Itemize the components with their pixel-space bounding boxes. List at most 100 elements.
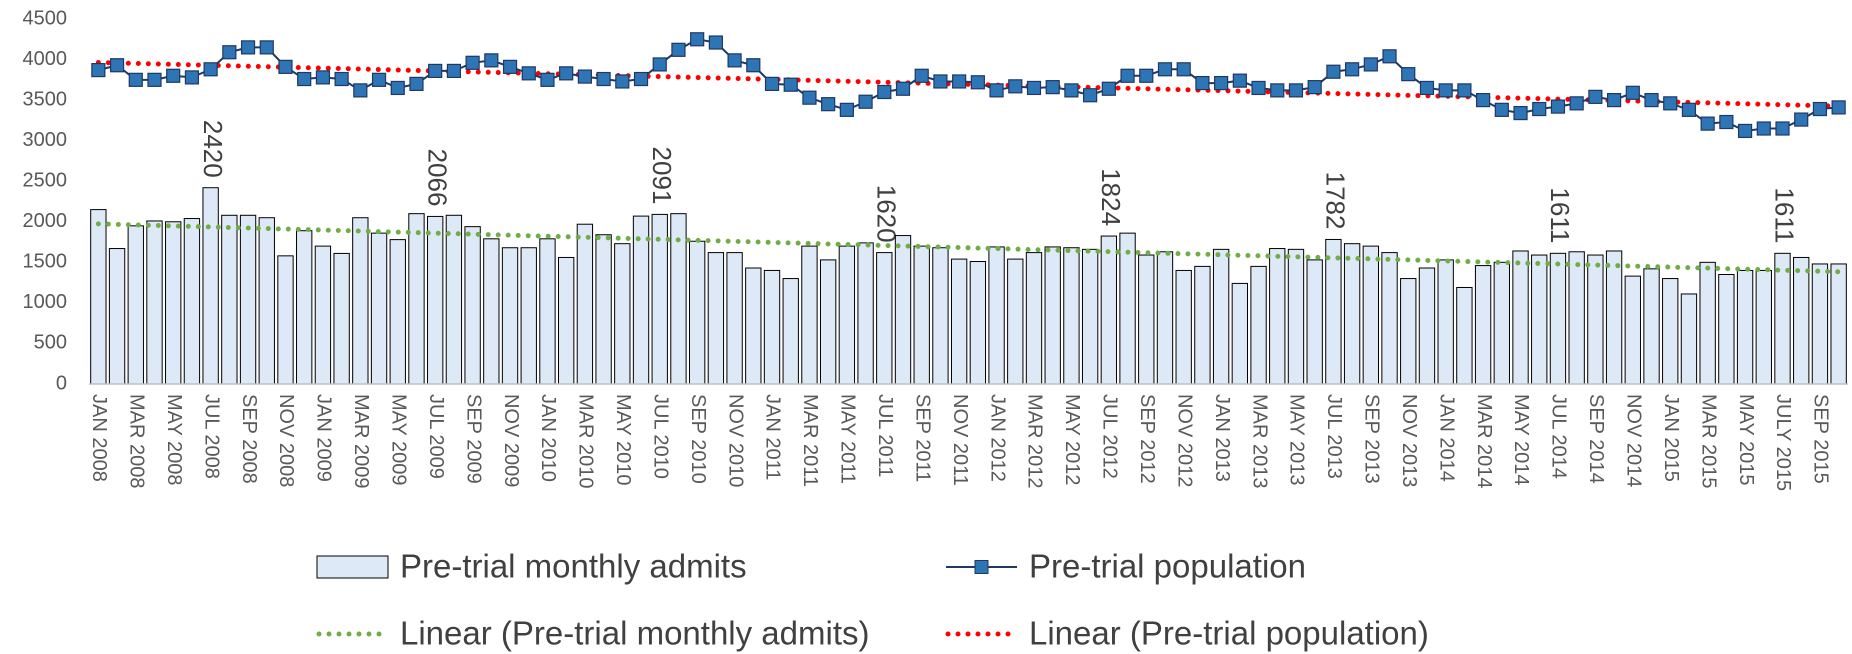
x-tick-label: MAR 2013 [1248, 394, 1270, 489]
x-tick-label: MAR 2012 [1024, 394, 1046, 489]
data-label: 2091 [647, 147, 677, 205]
marker [315, 70, 331, 85]
bar [1081, 248, 1099, 385]
marker [1401, 67, 1416, 82]
y-tick-label: 1000 [23, 291, 68, 313]
bar [1456, 286, 1473, 385]
x-tick-label: JUL 2012 [1099, 394, 1121, 479]
x-tick-label: SEP 2015 [1810, 394, 1832, 484]
marker [727, 53, 742, 68]
y-tick-label: 2000 [23, 210, 68, 232]
bar [1025, 252, 1043, 385]
x-tick-label: MAR 2009 [350, 394, 372, 489]
marker [540, 72, 555, 87]
x-tick-label: JUL 2008 [200, 394, 222, 479]
legend-label: Linear (Pre-trial monthly admits) [400, 615, 869, 652]
bar [894, 235, 912, 385]
marker [259, 40, 274, 55]
marker [1550, 99, 1566, 114]
marker [1457, 83, 1472, 98]
marker [1588, 89, 1603, 104]
marker [1476, 93, 1491, 108]
bar [277, 255, 294, 385]
marker [147, 72, 162, 87]
data-label: 1824 [1096, 168, 1126, 226]
bar [595, 234, 612, 385]
x-tick-label: MAY 2008 [163, 394, 185, 486]
x-tick-label: JUL 2009 [425, 394, 447, 479]
marker [128, 72, 143, 87]
marker [240, 40, 256, 55]
trend-line [95, 221, 1842, 275]
marker [1176, 62, 1191, 77]
marker [577, 69, 592, 84]
bar [857, 242, 874, 385]
marker [1363, 57, 1378, 72]
bar [1194, 265, 1211, 385]
x-tick-label: NOV 2010 [724, 394, 746, 487]
bar [333, 252, 350, 385]
bar [464, 226, 481, 385]
marker [1326, 64, 1341, 79]
x-tick-label: JAN 2014 [1435, 394, 1457, 482]
x-tick-label: NOV 2009 [500, 394, 522, 487]
x-tick-label: MAR 2015 [1697, 394, 1719, 489]
bar [1418, 267, 1436, 385]
marker [1569, 96, 1584, 111]
marker [297, 71, 312, 87]
x-tick-label: MAY 2012 [1061, 394, 1083, 486]
marker [895, 81, 911, 96]
line [98, 38, 1839, 132]
x-tick-label: JUL 2011 [874, 394, 896, 477]
bar [1624, 275, 1641, 385]
bar [1063, 247, 1080, 385]
x-tick-label: NOV 2011 [949, 394, 971, 486]
bar [1400, 278, 1417, 385]
marker [353, 83, 368, 98]
x-tick-label: SEP 2009 [462, 394, 484, 484]
x-tick-label: MAY 2009 [387, 394, 409, 486]
marker [1251, 80, 1266, 96]
bar [1474, 265, 1492, 385]
bar [988, 246, 1005, 385]
bar [1007, 258, 1024, 385]
x-tick-label: JUL 2014 [1548, 394, 1570, 479]
bar [389, 239, 406, 385]
x-tick-label: JAN 2008 [88, 394, 110, 482]
marker [1737, 123, 1753, 139]
bar [1250, 265, 1267, 385]
bar [445, 214, 463, 385]
bar [1531, 254, 1548, 385]
marker [821, 97, 836, 112]
bar [1437, 259, 1454, 385]
x-tick-label: JUL 2013 [1323, 394, 1345, 479]
bar [183, 218, 201, 385]
marker [184, 70, 200, 85]
marker [1663, 96, 1678, 111]
x-tick-label: SEP 2013 [1361, 394, 1383, 484]
marker [839, 102, 854, 117]
marker [559, 66, 574, 81]
y-tick-label: 2500 [23, 170, 68, 192]
bar [1343, 243, 1361, 385]
marker [1719, 114, 1734, 130]
bar [801, 245, 818, 385]
bar [1662, 278, 1679, 385]
legend-marker [974, 560, 989, 574]
marker [708, 35, 723, 50]
x-tick-label: MAY 2013 [1286, 394, 1308, 486]
bar [1381, 252, 1398, 385]
x-tick-label: SEP 2012 [1136, 394, 1158, 484]
bar [1830, 263, 1847, 385]
marker [633, 71, 649, 87]
marker [970, 75, 985, 90]
x-tick-label: JAN 2012 [986, 394, 1008, 482]
marker [465, 55, 480, 70]
bar [1568, 251, 1585, 385]
bar [688, 240, 706, 385]
marker [1606, 93, 1622, 108]
bar [913, 245, 930, 385]
marker [1307, 80, 1322, 95]
marker [1214, 75, 1229, 91]
